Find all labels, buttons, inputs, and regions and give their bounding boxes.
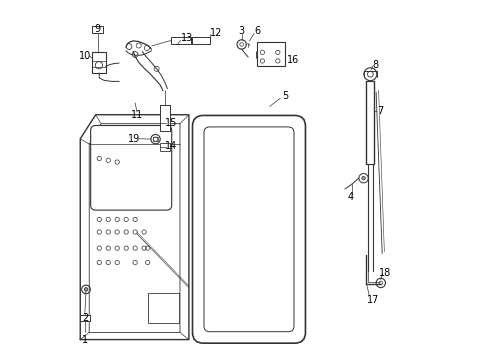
Text: 6: 6 bbox=[253, 26, 260, 36]
Text: 12: 12 bbox=[209, 28, 222, 38]
Circle shape bbox=[84, 288, 88, 291]
Bar bbox=[80, 315, 90, 320]
FancyBboxPatch shape bbox=[203, 127, 293, 332]
Text: 10: 10 bbox=[79, 51, 91, 61]
Text: 9: 9 bbox=[95, 24, 101, 35]
Text: 13: 13 bbox=[181, 33, 193, 43]
Bar bbox=[160, 105, 170, 131]
Text: 4: 4 bbox=[346, 192, 353, 202]
Text: 1: 1 bbox=[81, 334, 88, 345]
Text: 15: 15 bbox=[164, 118, 177, 128]
Text: 17: 17 bbox=[366, 295, 378, 305]
Text: 18: 18 bbox=[378, 267, 390, 278]
Bar bbox=[171, 37, 190, 44]
Text: 8: 8 bbox=[371, 59, 378, 69]
Bar bbox=[257, 41, 285, 66]
Bar bbox=[147, 293, 179, 323]
FancyBboxPatch shape bbox=[192, 116, 305, 343]
Text: 3: 3 bbox=[238, 26, 244, 36]
Text: 5: 5 bbox=[282, 91, 288, 101]
Circle shape bbox=[361, 176, 365, 180]
Bar bbox=[92, 26, 103, 33]
Bar bbox=[160, 143, 170, 151]
Polygon shape bbox=[80, 115, 188, 339]
Text: 7: 7 bbox=[377, 106, 383, 116]
Text: 14: 14 bbox=[164, 141, 177, 151]
Text: 11: 11 bbox=[130, 111, 143, 121]
Bar bbox=[153, 137, 158, 141]
Text: 2: 2 bbox=[81, 313, 88, 323]
Bar bbox=[191, 37, 210, 44]
FancyBboxPatch shape bbox=[90, 126, 171, 210]
Bar bbox=[92, 52, 105, 73]
Text: 16: 16 bbox=[286, 55, 299, 65]
Text: 19: 19 bbox=[128, 134, 140, 144]
